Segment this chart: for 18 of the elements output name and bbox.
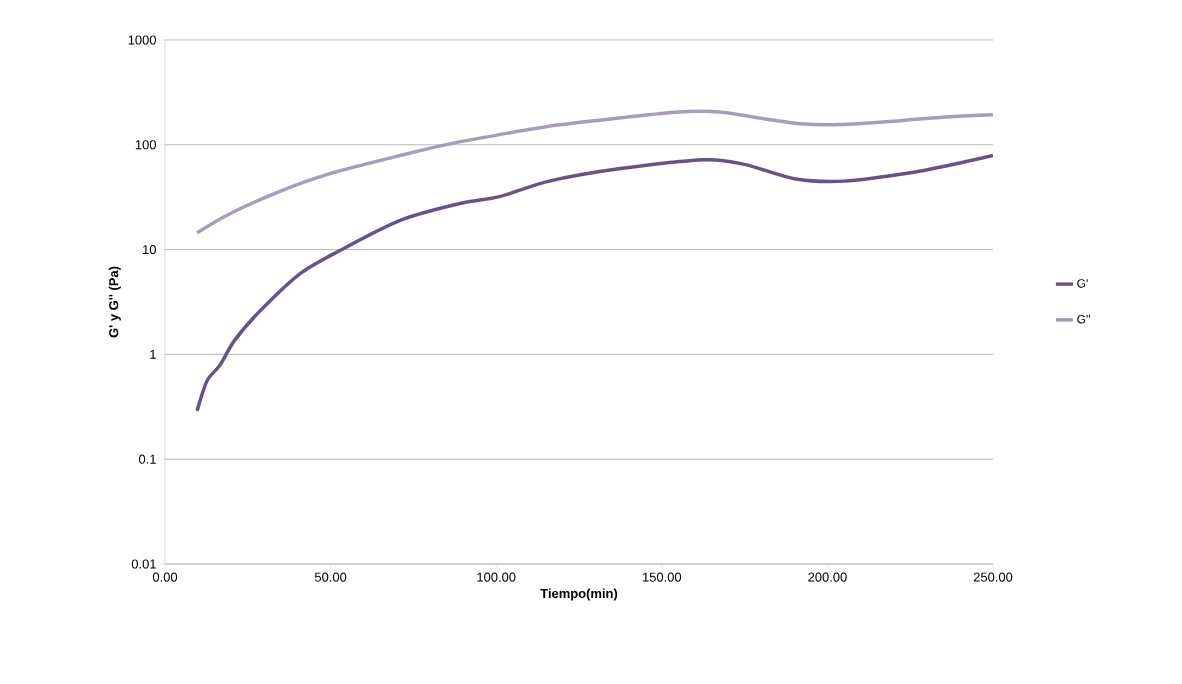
y-tick-label: 10: [143, 245, 156, 255]
y-tick-label: 0.1: [138, 454, 156, 464]
x-tick-label: 0.00: [152, 572, 178, 582]
legend-label: G'': [1077, 314, 1090, 324]
legend-label: G': [1077, 279, 1088, 288]
x-axis-title: Tiempo(min): [540, 588, 618, 601]
x-tick-label: 150.00: [642, 572, 682, 582]
line-series: [195, 109, 994, 235]
y-axis-title: G' y G'' (Pa): [108, 266, 121, 338]
line-series: [195, 153, 994, 413]
x-tick-label: 50.00: [314, 572, 347, 582]
y-tick-label: 100: [135, 140, 156, 150]
x-tick-label: 250.00: [973, 572, 1013, 582]
x-tick-label: 200.00: [808, 572, 847, 582]
y-tick-label: 1: [150, 349, 156, 359]
y-tick-label: 0.01: [131, 559, 156, 569]
x-tick-label: 100.00: [477, 572, 516, 582]
y-tick-label: 1000: [128, 35, 156, 45]
